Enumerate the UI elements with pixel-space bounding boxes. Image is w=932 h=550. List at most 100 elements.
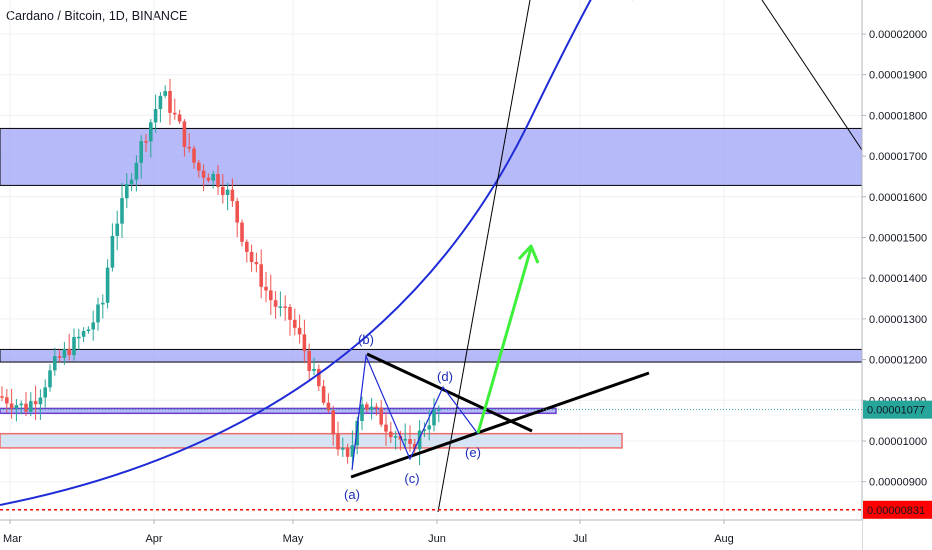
candle-body (369, 406, 374, 410)
price-tick-label: 0.00001600 (869, 192, 927, 204)
candle-body (57, 356, 62, 358)
time-axis-panel[interactable] (0, 520, 862, 550)
candle-body (408, 439, 412, 444)
candle-body (91, 322, 95, 330)
candle-body (125, 184, 129, 199)
candle-body (422, 429, 427, 431)
candle-body (264, 286, 268, 291)
candle-body (192, 148, 196, 163)
candle-body (120, 198, 124, 224)
candle-body (96, 304, 100, 323)
candle-body (283, 306, 287, 308)
candle-body (5, 397, 9, 404)
price-tick-label: 0.00001900 (869, 70, 927, 82)
candle-body (48, 370, 52, 388)
resistance-zone (0, 407, 557, 415)
wave-label: (a) (344, 487, 360, 502)
price-tick-label: 0.00001800 (869, 110, 927, 122)
candle-body (168, 91, 172, 113)
candle-body (259, 264, 263, 287)
candle-body (360, 404, 364, 422)
candle-body (173, 112, 177, 115)
candle-body (417, 430, 422, 450)
candle-body (365, 404, 369, 410)
candle-body (139, 141, 143, 163)
candle-body (206, 177, 211, 181)
candle-body (81, 331, 86, 337)
price-tick-label: 0.00001000 (869, 436, 927, 448)
candle-body (77, 336, 81, 339)
current-price-badge (863, 400, 932, 419)
candle-body (29, 401, 33, 412)
candle-body (129, 179, 134, 185)
candle-body (374, 406, 379, 409)
price-tick-label: 0.00000900 (869, 477, 927, 489)
candle-body (149, 122, 153, 142)
candle-body (216, 173, 220, 187)
candle-body (403, 439, 407, 441)
candle-body (38, 397, 43, 405)
candle-body (393, 436, 398, 438)
candle-body (9, 403, 14, 409)
candle-body (278, 306, 283, 308)
candle-body (177, 114, 182, 122)
projection-curve (0, 0, 634, 506)
candle-body (163, 91, 167, 96)
candle-body (230, 189, 235, 202)
candle-body (427, 425, 431, 430)
candle-body (293, 319, 297, 328)
candle-body (302, 334, 307, 351)
price-tick-label: 0.00001500 (869, 233, 927, 245)
price-axis-panel[interactable] (862, 0, 932, 550)
candle-body (33, 401, 38, 405)
candle-body (115, 223, 119, 236)
price-tick-label: 0.00001700 (869, 151, 927, 163)
candle-body (144, 141, 148, 143)
candle-body (19, 403, 23, 406)
candle-body (345, 448, 350, 457)
time-tick-label: Mar (3, 533, 22, 545)
candle-body (355, 421, 359, 446)
candle-body (384, 424, 388, 432)
candle-body (273, 300, 278, 307)
candle-body (153, 109, 158, 123)
breakout-arrow-head (517, 244, 540, 264)
low-price-badge (863, 500, 932, 519)
candle-body (269, 290, 273, 301)
wave-abcde-path (351, 353, 479, 471)
candle-body (0, 396, 4, 398)
candle-body (182, 121, 187, 147)
candle-body (201, 170, 206, 178)
candle-body (110, 235, 115, 268)
wave-label: (b) (358, 332, 374, 347)
chart-title: Cardano / Bitcoin, 1D, BINANCE (6, 9, 188, 23)
candle-body (297, 327, 302, 335)
breakout-arrow (476, 247, 533, 434)
price-tick-label: 0.00001300 (869, 314, 927, 326)
candle-body (67, 349, 71, 356)
candle-body (249, 251, 254, 263)
trend-line-descending (761, 0, 863, 151)
price-tick-label: 0.00002000 (869, 29, 927, 41)
candle-body (86, 329, 91, 332)
candle-body (341, 448, 345, 450)
candle-body (336, 434, 340, 450)
candle-body (225, 189, 230, 196)
candle-body (72, 337, 76, 356)
trend-line-steep (437, 0, 531, 513)
candle-body (326, 402, 331, 411)
wave-label: (e) (465, 445, 481, 460)
candle-body (312, 368, 316, 371)
candle-body (389, 431, 393, 438)
candle-body (211, 173, 215, 181)
candle-body (321, 386, 326, 403)
triangle-upper-line (366, 352, 533, 433)
candle-body (413, 443, 417, 450)
candle-body (221, 186, 225, 196)
candle-body (432, 410, 436, 426)
candle-body (317, 368, 321, 387)
time-tick-label: Jul (573, 533, 587, 545)
candle-body (240, 222, 244, 242)
candle-body (24, 403, 28, 412)
